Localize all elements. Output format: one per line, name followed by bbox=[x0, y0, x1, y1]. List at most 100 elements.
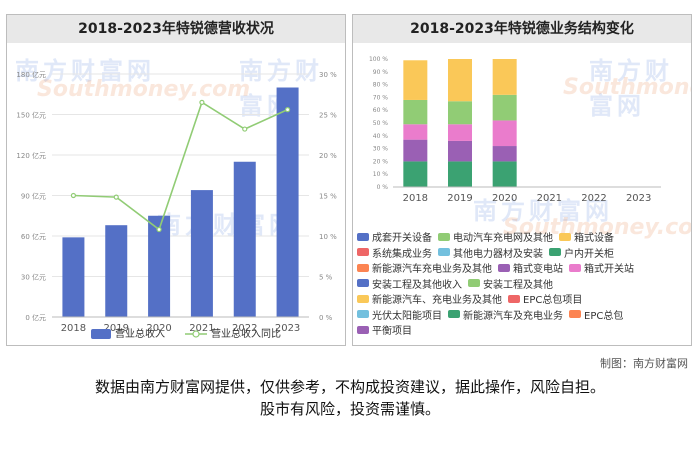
legend-label: 新能源汽车、充电业务及其他 bbox=[372, 295, 502, 307]
legend-swatch-point bbox=[192, 330, 200, 338]
stack-segment bbox=[492, 59, 517, 95]
legend-label: 箱式开关站 bbox=[584, 264, 634, 276]
legend-swatch bbox=[569, 263, 581, 272]
legend-label: EPC总包 bbox=[584, 310, 624, 322]
y-tick-label: 30 亿元 bbox=[21, 273, 46, 282]
stack-segment bbox=[403, 99, 428, 125]
y-tick-label: 80 % bbox=[373, 82, 389, 89]
revenue-chart-title: 2018-2023年特锐德营收状况 bbox=[7, 15, 345, 43]
legend-swatch bbox=[559, 232, 571, 241]
legend-label: 安装工程及其他收入 bbox=[372, 279, 462, 291]
y-tick-label: 0 亿元 bbox=[25, 313, 46, 322]
legend-item: 箱式变电站 bbox=[498, 260, 563, 275]
x-tick-label: 2021 bbox=[189, 323, 214, 334]
legend-swatch bbox=[448, 310, 460, 319]
legend-label: 营业总收入同比 bbox=[211, 327, 281, 340]
x-tick-label: 2022 bbox=[581, 193, 606, 204]
legend-swatch bbox=[438, 248, 450, 257]
y-tick-label: 90 亿元 bbox=[21, 192, 46, 201]
y-tick-label: 40 % bbox=[373, 133, 389, 140]
legend-item: 光伏太阳能项目 bbox=[357, 307, 442, 322]
y-tick-label: 10 % bbox=[373, 171, 389, 178]
legend-item: EPC总包项目 bbox=[508, 291, 582, 306]
stack-segment bbox=[492, 94, 517, 121]
y2-tick-label: 25 % bbox=[319, 112, 337, 120]
y-tick-label: 30 % bbox=[373, 146, 389, 153]
legend-swatch bbox=[468, 279, 480, 288]
legend-swatch bbox=[357, 294, 369, 303]
stack-segment bbox=[492, 120, 517, 147]
yoy-point bbox=[284, 107, 291, 113]
legend-label: 电动汽车充电网及其他 bbox=[453, 233, 553, 245]
legend-swatch bbox=[357, 248, 369, 257]
revenue-bar bbox=[233, 161, 256, 317]
legend-label: 光伏太阳能项目 bbox=[372, 310, 442, 322]
legend-swatch bbox=[498, 263, 510, 272]
business-structure-panel: 2018-2023年特锐德业务结构变化 南方财富网 Southmoney.com… bbox=[352, 14, 692, 346]
disclaimer-line-2: 股市有风险，投资需谨慎。 bbox=[259, 400, 440, 418]
yoy-point bbox=[199, 99, 205, 105]
x-tick-label: 2020 bbox=[492, 193, 517, 204]
stack-segment bbox=[492, 161, 517, 187]
legend-swatch bbox=[357, 279, 369, 288]
chart-credit: 制图：南方财富网 bbox=[600, 357, 688, 370]
business-structure-chart: 0 % 10 % 20 % 30 % 40 % 50 % 60 % 70 % 80 % 90 % 1… bbox=[369, 56, 661, 204]
legend-item: 安装工程及其他收入 bbox=[357, 276, 462, 291]
yoy-point bbox=[156, 226, 162, 233]
legend-item: 箱式开关站 bbox=[569, 260, 634, 275]
business-structure-legend: 成套开关设备 电动汽车充电网及其他 箱式设备 系统集成业务 其他电力器材及安装 户内开关柜… bbox=[357, 229, 689, 338]
revenue-chart: 0 亿元 30 亿元 60 亿元 90 亿元 120 亿元 150 亿元 180 亿元 0 %… bbox=[16, 70, 337, 340]
legend-label: 其他电力器材及安装 bbox=[453, 248, 543, 260]
y-tick-label: 50 % bbox=[373, 120, 389, 127]
y-tick-label: 100 % bbox=[369, 56, 388, 63]
x-tick-label: 2019 bbox=[104, 323, 129, 334]
stack-segment bbox=[448, 140, 472, 162]
stack-segment bbox=[448, 161, 472, 187]
stack-segment bbox=[403, 60, 428, 100]
y-tick-label: 70 % bbox=[373, 94, 389, 101]
x-tick-label: 2018 bbox=[61, 323, 86, 334]
y2-tick-label: 20 % bbox=[319, 152, 337, 160]
x-tick-label: 2023 bbox=[275, 323, 300, 334]
legend-label: 系统集成业务 bbox=[372, 248, 432, 260]
y-tick-label: 60 % bbox=[373, 107, 389, 114]
legend-item: 新能源汽车及充电业务 bbox=[448, 307, 563, 322]
stack-segment bbox=[403, 161, 428, 187]
legend-label: 户内开关柜 bbox=[564, 248, 614, 260]
revenue-bar bbox=[276, 87, 299, 317]
revenue-bar bbox=[105, 225, 128, 317]
legend-swatch bbox=[357, 263, 369, 272]
legend-row: 平衡项目 bbox=[357, 322, 689, 338]
revenue-chart-panel: 2018-2023年特锐德营收状况 南方财富网 Southmoney.com 南… bbox=[6, 14, 346, 346]
y2-tick-label: 30 % bbox=[319, 71, 337, 79]
legend-row: 光伏太阳能项目 新能源汽车及充电业务 EPC总包 bbox=[357, 307, 689, 323]
x-tick-label: 2020 bbox=[146, 323, 171, 334]
stack-segment bbox=[403, 139, 428, 162]
x-tick-label: 2018 bbox=[403, 193, 428, 204]
legend-swatch bbox=[549, 248, 561, 257]
revenue-bar bbox=[190, 190, 213, 317]
legend-swatch-bar bbox=[91, 329, 111, 339]
legend-item: 安装工程及其他 bbox=[468, 276, 553, 291]
legend-item: 箱式设备 bbox=[559, 229, 614, 244]
yoy-point bbox=[242, 126, 248, 132]
legend-swatch bbox=[357, 310, 369, 319]
stack-segment bbox=[448, 101, 472, 125]
legend-item: 系统集成业务 bbox=[357, 245, 432, 260]
legend-row: 成套开关设备 电动汽车充电网及其他 箱式设备 bbox=[357, 229, 689, 245]
y2-tick-label: 5 % bbox=[319, 274, 333, 282]
legend-swatch bbox=[508, 294, 520, 303]
y-tick-label: 20 % bbox=[373, 158, 389, 165]
x-tick-label: 2019 bbox=[447, 193, 472, 204]
x-tick-label: 2021 bbox=[537, 193, 562, 204]
legend-label: 箱式设备 bbox=[574, 233, 614, 245]
yoy-point bbox=[70, 192, 77, 199]
stack-segment bbox=[492, 146, 517, 162]
legend-item: 平衡项目 bbox=[357, 322, 412, 337]
revenue-bar bbox=[148, 215, 171, 317]
legend-item: 电动汽车充电网及其他 bbox=[438, 229, 553, 244]
legend-item: 户内开关柜 bbox=[549, 245, 614, 260]
legend-label: 新能源汽车充电业务及其他 bbox=[372, 264, 492, 276]
business-structure-title: 2018-2023年特锐德业务结构变化 bbox=[353, 15, 691, 43]
legend-row: 安装工程及其他收入 安装工程及其他 bbox=[357, 276, 689, 292]
